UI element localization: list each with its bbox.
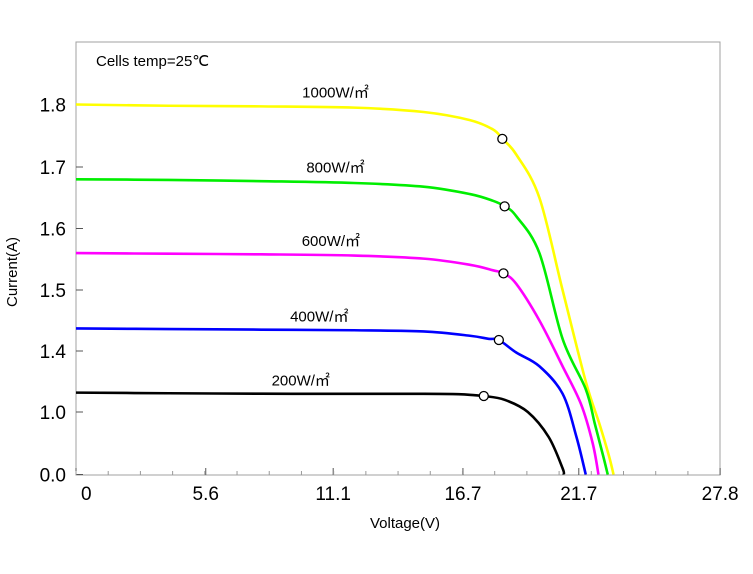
series-label-2: 600W/㎡ — [302, 233, 360, 250]
y-axis-label: Current(A) — [4, 237, 21, 307]
x-axis-ticks: 0 5.6 11.1 16.7 21.7 27.8 — [75, 468, 739, 505]
y-tick-label: 1.4 — [40, 342, 67, 363]
y-axis-ticks: 0.0 1.0 1.4 1.5 1.6 1.7 1.8 — [40, 96, 83, 487]
mpp-marker-0 — [497, 133, 508, 145]
x-tick-label: 27.8 — [702, 484, 739, 505]
x-tick-label: 11.1 — [315, 484, 351, 505]
y-tick-label: 1.8 — [40, 96, 66, 117]
series-label-1: 800W/㎡ — [306, 159, 364, 176]
series-line-4 — [75, 391, 566, 475]
series-label-0: 1000W/㎡ — [302, 85, 369, 102]
plot-frame — [75, 41, 721, 476]
series-label-4: 200W/㎡ — [272, 373, 330, 390]
y-tick-label: 0.0 — [40, 466, 66, 487]
y-tick-label: 1.5 — [40, 281, 66, 302]
series-labels: 1000W/㎡ 800W/㎡ 600W/㎡ 400W/㎡ 200W/㎡ — [272, 85, 369, 390]
temperature-annotation: Cells temp=25℃ — [96, 53, 209, 70]
series-line-2 — [75, 251, 600, 475]
y-tick-label: 1.0 — [40, 403, 66, 424]
mpp-marker-1 — [499, 201, 510, 212]
x-tick-label: 16.7 — [444, 484, 481, 505]
y-tick-label: 1.7 — [40, 158, 66, 179]
y-tick-label: 1.6 — [40, 220, 66, 241]
x-tick-label: 5.6 — [193, 484, 219, 505]
mpp-marker-4 — [478, 390, 489, 402]
x-axis-label: Voltage(V) — [370, 515, 440, 532]
x-tick-label: 21.7 — [560, 484, 597, 505]
mpp-marker-2 — [498, 268, 509, 279]
series-label-3: 400W/㎡ — [290, 308, 348, 325]
x-tick-label: 0 — [81, 484, 92, 505]
series-line-3 — [75, 327, 588, 475]
mpp-markers — [478, 133, 510, 402]
mpp-marker-3 — [493, 334, 505, 346]
